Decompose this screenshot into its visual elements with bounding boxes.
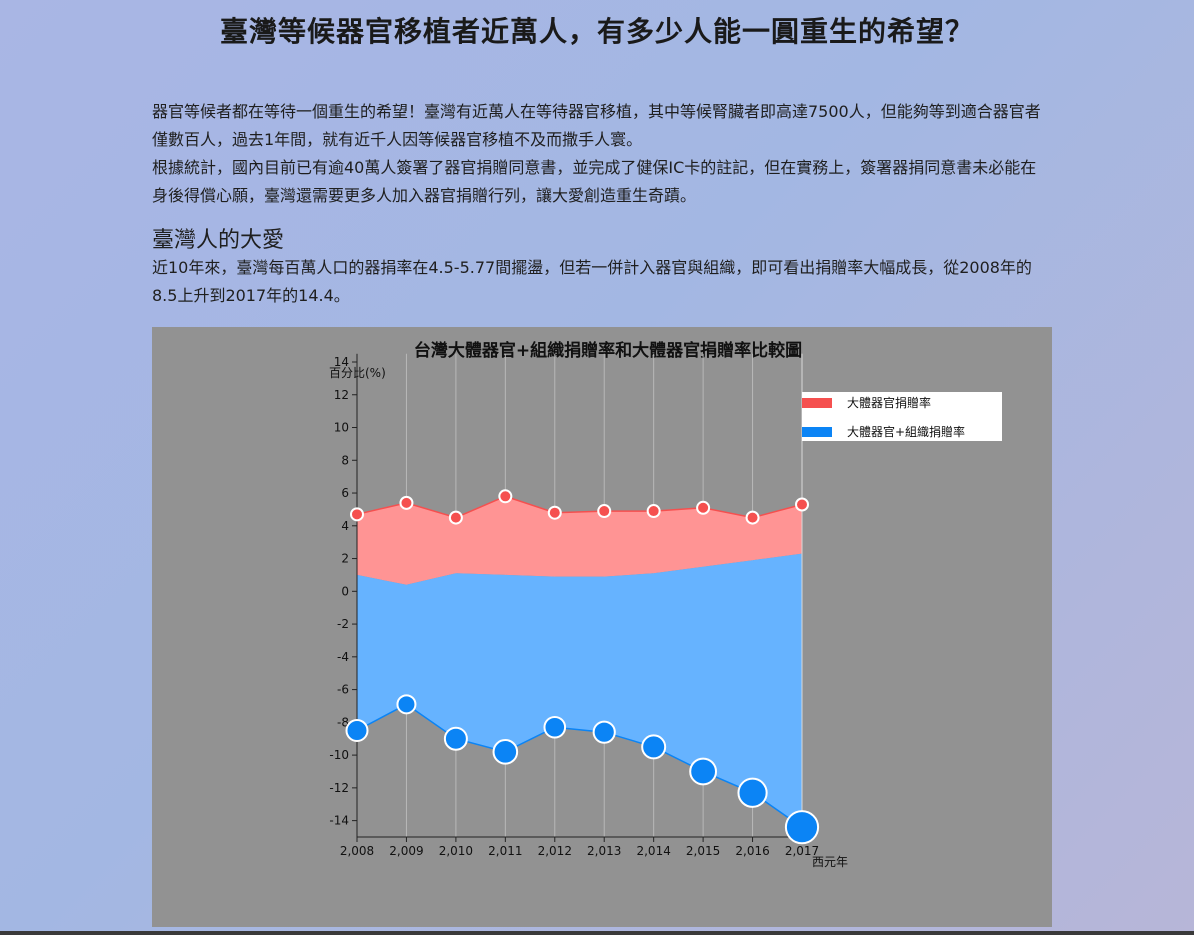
y-tick-label: -6: [337, 683, 349, 697]
y-tick-label: 12: [334, 388, 349, 402]
x-tick-label: 2,009: [389, 844, 423, 858]
section-heading: 臺灣人的大愛: [152, 228, 285, 253]
organ-tissue-donation-point: [737, 777, 768, 808]
chart-panel: 台灣大體器官+組織捐贈率和大體器官捐贈率比較圖 百分比(%) 西元年 14121…: [152, 327, 1052, 927]
organ-tissue-donation-point: [641, 734, 667, 760]
intro-paragraph: 器官等候者都在等待一個重生的希望！臺灣有近萬人在等待器官移植，其中等候腎臟者即高…: [152, 102, 1041, 149]
organ-donation-point: [597, 504, 612, 519]
organ-tissue-donation-area: [357, 553, 802, 828]
organ-tissue-donation-point: [443, 726, 468, 751]
organ-donation-point: [696, 500, 711, 515]
y-tick-label: -2: [337, 617, 349, 631]
organ-donation-point: [498, 489, 513, 504]
organ-donation-point: [350, 507, 364, 522]
x-tick-label: 2,010: [439, 844, 473, 858]
x-tick-label: 2,008: [340, 844, 374, 858]
y-tick-label: -12: [329, 781, 349, 795]
y-tick-label: 4: [341, 519, 349, 533]
y-tick-label: 2: [341, 552, 349, 566]
y-tick-label: -10: [329, 748, 349, 762]
intro-text: 器官等候者都在等待一個重生的希望！臺灣有近萬人在等待器官移植，其中等候腎臟者即高…: [152, 98, 1052, 210]
y-tick-label: 8: [341, 453, 349, 467]
x-axis-label: 西元年: [812, 855, 848, 869]
y-tick-label: 0: [341, 584, 349, 598]
comparison-chart: 台灣大體器官+組織捐贈率和大體器官捐贈率比較圖 百分比(%) 西元年 14121…: [329, 340, 1002, 869]
organ-tissue-donation-point: [689, 757, 718, 786]
page-bottom-edge: [0, 931, 1194, 935]
x-tick-label: 2,014: [636, 844, 670, 858]
legend-swatch: [802, 427, 832, 437]
y-tick-label: -8: [337, 715, 349, 729]
organ-tissue-donation-point: [492, 739, 519, 765]
organ-donation-point: [646, 504, 661, 519]
organ-tissue-donation-point: [543, 715, 567, 739]
organ-donation-line: [356, 495, 803, 519]
intro-paragraph: 根據統計，國內目前已有逾40萬人簽署了器官捐贈同意書，並完成了健保IC卡的註記，…: [152, 158, 1037, 205]
y-tick-label: 10: [334, 421, 349, 435]
x-tick-label: 2,012: [538, 844, 572, 858]
page-title: 臺灣等候器官移植者近萬人，有多少人能一圓重生的希望？: [219, 15, 974, 48]
organ-donation-point: [547, 505, 562, 520]
organ-donation-area: [357, 496, 802, 585]
x-tick-label: 2,011: [488, 844, 522, 858]
section-text: 近10年來，臺灣每百萬人口的器捐率在4.5-5.77間擺盪，但若一併計入器官與組…: [152, 258, 1032, 305]
legend-swatch: [802, 398, 832, 408]
legend-box: [802, 392, 1002, 441]
organ-donation-point: [448, 510, 463, 525]
organ-donation-point: [795, 497, 809, 512]
y-tick-label: -14: [329, 814, 349, 828]
x-tick-label: 2,013: [587, 844, 621, 858]
organ-donation-point: [399, 495, 414, 510]
organ-tissue-donation-point: [396, 694, 417, 715]
legend-label: 大體器官捐贈率: [847, 395, 931, 410]
x-tick-label: 2,016: [735, 844, 769, 858]
organ-tissue-donation-line: [356, 703, 803, 828]
x-tick-label: 2,017: [785, 844, 819, 858]
chart-title: 台灣大體器官+組織捐贈率和大體器官捐贈率比較圖: [414, 340, 802, 361]
organ-tissue-donation-point: [592, 720, 616, 744]
organ-tissue-donation-point: [345, 719, 369, 743]
y-tick-label: -4: [337, 650, 349, 664]
y-tick-label: 14: [334, 355, 349, 369]
organ-donation-point: [745, 510, 760, 525]
legend-label: 大體器官+組織捐贈率: [847, 424, 965, 439]
organ-tissue-donation-point: [784, 810, 820, 845]
y-tick-label: 6: [341, 486, 349, 500]
x-tick-label: 2,015: [686, 844, 720, 858]
